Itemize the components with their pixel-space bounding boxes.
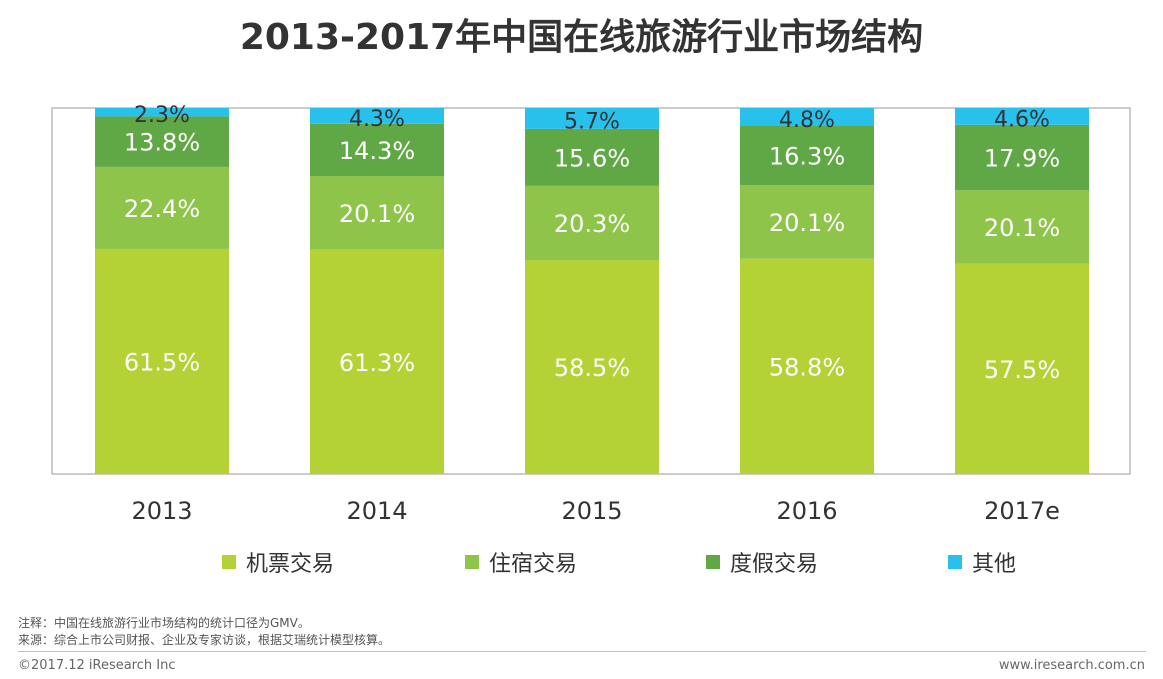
x-tick-label-2016: 2016: [776, 497, 837, 525]
legend-label-accommodation: 住宿交易: [489, 552, 578, 577]
chart-source: 来源：综合上市公司财报、企业及专家访谈，根据艾瑞统计模型核算。: [18, 633, 391, 647]
data-label-2013-series-2: 13.8%: [124, 129, 200, 157]
bar-2016-series-2: [740, 125, 874, 186]
data-label-2014-series-3: 4.3%: [349, 107, 405, 132]
legend: 机票交易 住宿交易 度假交易 其他: [0, 546, 1163, 578]
bar-2016-series-3: [740, 108, 874, 126]
legend-label-other: 其他: [972, 552, 1017, 577]
x-tick-label-2017e: 2017e: [984, 497, 1060, 525]
data-label-2016-series-2: 16.3%: [769, 142, 845, 170]
data-label-2013-series-1: 22.4%: [124, 195, 200, 223]
legend-swatch-accommodation: [465, 555, 479, 569]
bar-2013-series-2: [95, 116, 229, 167]
legend-label-vacation: 度假交易: [730, 552, 819, 577]
data-label-2015-series-2: 15.6%: [554, 144, 630, 172]
legend-swatch-other: [948, 555, 962, 569]
data-label-2017e-series-3: 4.6%: [994, 107, 1050, 132]
data-label-2017e-series-1: 20.1%: [984, 214, 1060, 242]
bar-2017e-series-3: [955, 108, 1089, 125]
bar-2015-series-0: [525, 260, 659, 474]
x-tick-label-2013: 2013: [131, 497, 192, 525]
legend-swatch-airfare: [222, 555, 236, 569]
data-label-2015-series-0: 58.5%: [554, 354, 630, 382]
data-label-2013-series-3: 2.3%: [134, 103, 190, 128]
legend-item-airfare: 机票交易: [222, 546, 334, 578]
data-label-2017e-series-0: 57.5%: [984, 356, 1060, 384]
bar-2013-series-1: [95, 166, 229, 249]
bar-2015-series-2: [525, 128, 659, 186]
legend-item-accommodation: 住宿交易: [465, 546, 577, 578]
data-label-2014-series-1: 20.1%: [339, 200, 415, 228]
data-label-2014-series-2: 14.3%: [339, 137, 415, 165]
x-tick-label-2015: 2015: [561, 497, 622, 525]
bar-2017e-series-2: [955, 124, 1089, 191]
footer-divider: [18, 651, 1146, 652]
data-label-2017e-series-2: 17.9%: [984, 145, 1060, 173]
bar-2014-series-1: [310, 176, 444, 250]
bar-2013-series-0: [95, 248, 229, 474]
bar-2017e-series-1: [955, 190, 1089, 264]
data-label-2016-series-1: 20.1%: [769, 209, 845, 237]
footer-copyright: ©2017.12 iResearch Inc: [18, 658, 176, 673]
legend-item-vacation: 度假交易: [706, 546, 818, 578]
legend-item-other: 其他: [948, 546, 1016, 578]
data-label-2013-series-0: 61.5%: [124, 348, 200, 376]
bar-2015-series-1: [525, 185, 659, 261]
bar-2017e-series-0: [955, 263, 1089, 474]
chart-title: 2013-2017年中国在线旅游行业市场结构: [239, 17, 924, 58]
bar-2016-series-1: [740, 185, 874, 259]
data-label-2014-series-0: 61.3%: [339, 349, 415, 377]
chart-note: 注释：中国在线旅游行业市场结构的统计口径为GMV。: [18, 616, 310, 630]
bar-2014-series-2: [310, 123, 444, 177]
bar-2014-series-3: [310, 108, 444, 124]
bar-2014-series-0: [310, 249, 444, 474]
data-label-2016-series-3: 4.8%: [779, 108, 835, 133]
bar-2013-series-3: [95, 108, 229, 117]
data-label-2015-series-1: 20.3%: [554, 210, 630, 238]
legend-label-airfare: 机票交易: [246, 552, 335, 577]
bar-2015-series-3: [525, 108, 659, 129]
x-tick-label-2014: 2014: [346, 497, 407, 525]
bar-2016-series-0: [740, 258, 874, 474]
data-label-2015-series-3: 5.7%: [564, 109, 620, 134]
legend-swatch-vacation: [706, 555, 720, 569]
footer-website[interactable]: www.iresearch.com.cn: [998, 658, 1145, 673]
data-label-2016-series-0: 58.8%: [769, 353, 845, 381]
